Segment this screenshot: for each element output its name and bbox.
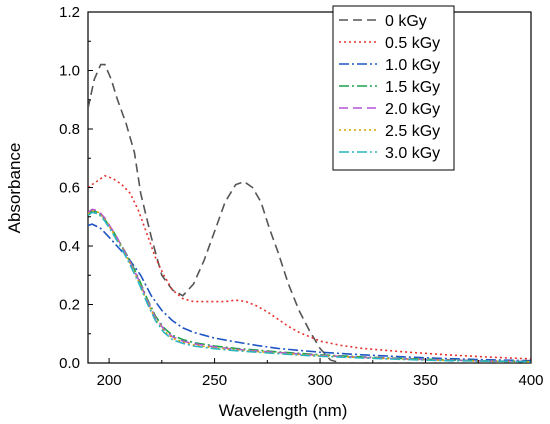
y-tick-label: 1.2 [59, 4, 80, 21]
series-line-5 [88, 210, 531, 363]
x-tick-label: 400 [518, 372, 543, 389]
series-line-3 [88, 210, 531, 363]
y-tick-label: 0.0 [59, 355, 80, 372]
legend-label: 3.0 kGy [385, 145, 440, 162]
plot-area-frame [87, 11, 532, 364]
y-tick-label: 0.8 [59, 121, 80, 138]
series-line-4 [88, 208, 531, 363]
series-line-0 [88, 63, 531, 363]
y-tick-label: 0.6 [59, 180, 80, 197]
y-tick-label: 0.4 [59, 238, 80, 255]
x-tick-label: 350 [413, 372, 438, 389]
legend-label: 0 kGy [385, 13, 427, 30]
legend-label: 1.0 kGy [385, 57, 440, 74]
x-tick-label: 300 [308, 372, 333, 389]
legend-label: 2.5 kGy [385, 123, 440, 140]
series-line-6 [88, 211, 531, 363]
x-tick-label: 200 [97, 372, 122, 389]
legend-label: 2.0 kGy [385, 101, 440, 118]
legend-box [332, 5, 455, 171]
legend-label: 0.5 kGy [385, 35, 440, 52]
x-axis-title: Wavelength (nm) [219, 401, 348, 420]
y-axis-title: Absorbance [5, 143, 24, 234]
series-line-2 [88, 223, 531, 362]
y-tick-label: 0.2 [59, 297, 80, 314]
series-line-1 [88, 174, 531, 360]
y-tick-label: 1.0 [59, 63, 80, 80]
x-tick-label: 250 [202, 372, 227, 389]
legend-label: 1.5 kGy [385, 79, 440, 96]
